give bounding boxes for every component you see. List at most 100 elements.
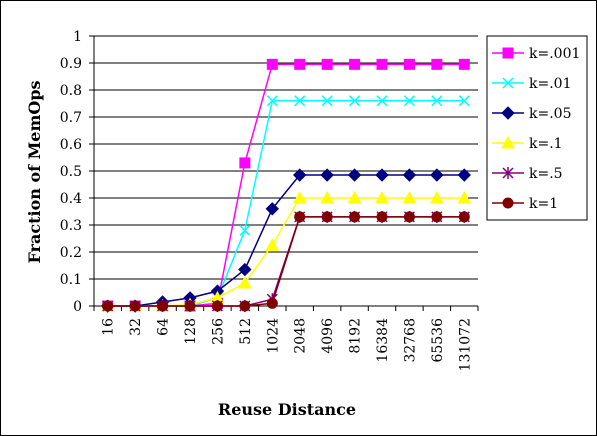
legend-marker <box>501 135 515 149</box>
y-tick-label: 0.3 <box>60 218 82 234</box>
data-point <box>238 276 252 289</box>
data-point <box>157 300 169 312</box>
series-3 <box>101 168 471 313</box>
legend-label: k=.5 <box>529 166 563 182</box>
y-tick-label: 0.1 <box>60 272 82 288</box>
data-point <box>266 297 278 309</box>
x-tick-label: 16 <box>101 318 117 336</box>
x-tick-label: 4096 <box>320 318 336 354</box>
data-point <box>431 95 443 107</box>
series-line <box>107 216 465 307</box>
data-point <box>294 211 306 223</box>
data-point <box>458 211 470 223</box>
data-point <box>211 300 223 312</box>
x-tick-label: 32 <box>128 318 144 336</box>
data-point <box>458 95 470 107</box>
series-1 <box>102 58 470 312</box>
data-point <box>403 211 415 223</box>
data-point <box>294 95 306 107</box>
y-tick-label: 0.6 <box>60 137 82 153</box>
data-point <box>238 262 252 277</box>
grid-layer <box>94 35 478 280</box>
data-point <box>321 58 333 70</box>
y-axis-title: Fraction of MemOps <box>25 80 44 263</box>
data-point <box>430 190 444 204</box>
legend-item: k=.01 <box>492 76 571 92</box>
y-tick-label: 0.2 <box>60 245 82 261</box>
y-tick-label: 0.5 <box>60 164 82 180</box>
legend-marker <box>502 197 514 209</box>
data-point <box>402 168 417 182</box>
x-tick-label: 2048 <box>293 318 309 354</box>
data-point <box>293 168 307 182</box>
data-point <box>239 300 251 312</box>
x-tick-label: 16384 <box>375 318 391 363</box>
data-point <box>375 190 389 204</box>
data-point <box>402 190 417 204</box>
x-tick-label: 32768 <box>402 318 418 363</box>
legend-label: k=.001 <box>529 46 580 62</box>
data-point <box>431 211 443 223</box>
y-tick-label: 1 <box>73 29 82 45</box>
legend-label: k=1 <box>529 196 558 212</box>
series-6 <box>102 211 470 312</box>
data-point <box>349 95 361 107</box>
x-tick-label: 65536 <box>430 318 446 363</box>
x-tick-label: 256 <box>210 318 226 345</box>
legend-item: k=.001 <box>492 46 580 62</box>
legend-item: k=1 <box>492 196 558 212</box>
data-point <box>376 211 388 223</box>
legend-label: k=.05 <box>529 106 571 122</box>
y-tick-label: 0.7 <box>60 110 82 126</box>
data-point <box>457 190 472 204</box>
data-point <box>347 168 362 182</box>
legend-item: k=.1 <box>492 135 563 152</box>
data-point <box>321 211 333 223</box>
data-point <box>430 168 444 182</box>
data-point <box>458 58 470 70</box>
data-point <box>265 238 280 251</box>
x-tick-label: 512 <box>238 318 254 345</box>
data-point <box>431 58 443 70</box>
data-point <box>375 168 389 182</box>
legend-marker <box>502 77 514 89</box>
y-tick-label: 0.4 <box>60 191 82 207</box>
data-point <box>376 95 388 107</box>
data-point <box>292 190 307 204</box>
data-point <box>321 95 333 107</box>
legend-item: k=.05 <box>492 106 571 122</box>
data-point <box>403 95 415 107</box>
data-point <box>376 58 388 70</box>
data-point <box>184 300 196 312</box>
data-point <box>266 95 278 107</box>
data-point <box>239 157 251 169</box>
legend-item: k=.5 <box>492 166 563 182</box>
x-tick-label: 1024 <box>265 318 281 354</box>
data-point <box>320 168 334 182</box>
data-point <box>102 300 114 312</box>
x-tick-label: 128 <box>183 318 199 345</box>
data-point <box>129 300 141 312</box>
data-point <box>239 224 251 236</box>
data-point <box>349 211 361 223</box>
legend-marker <box>502 167 514 179</box>
data-point <box>349 58 361 70</box>
axis-layer: 0 0.1 0.2 0.3 0.4 0.5 0.6 0.7 0.8 0.9 1 16 32 64 128 25… <box>60 29 479 371</box>
series-layer <box>100 58 472 313</box>
data-point <box>457 168 471 182</box>
data-point <box>320 190 334 204</box>
legend-label: k=.1 <box>529 136 563 152</box>
data-point <box>294 58 306 70</box>
y-tick-label: 0.8 <box>60 83 82 99</box>
data-point <box>266 58 278 70</box>
y-tick-label: 0.9 <box>60 56 82 72</box>
x-tick-label: 131072 <box>457 318 473 371</box>
x-tick-label: 8192 <box>348 318 364 354</box>
data-point <box>265 202 279 216</box>
legend-marker <box>501 106 515 120</box>
x-tick-label: 64 <box>156 318 172 336</box>
legend-marker <box>502 47 514 59</box>
legend-box <box>486 35 588 221</box>
